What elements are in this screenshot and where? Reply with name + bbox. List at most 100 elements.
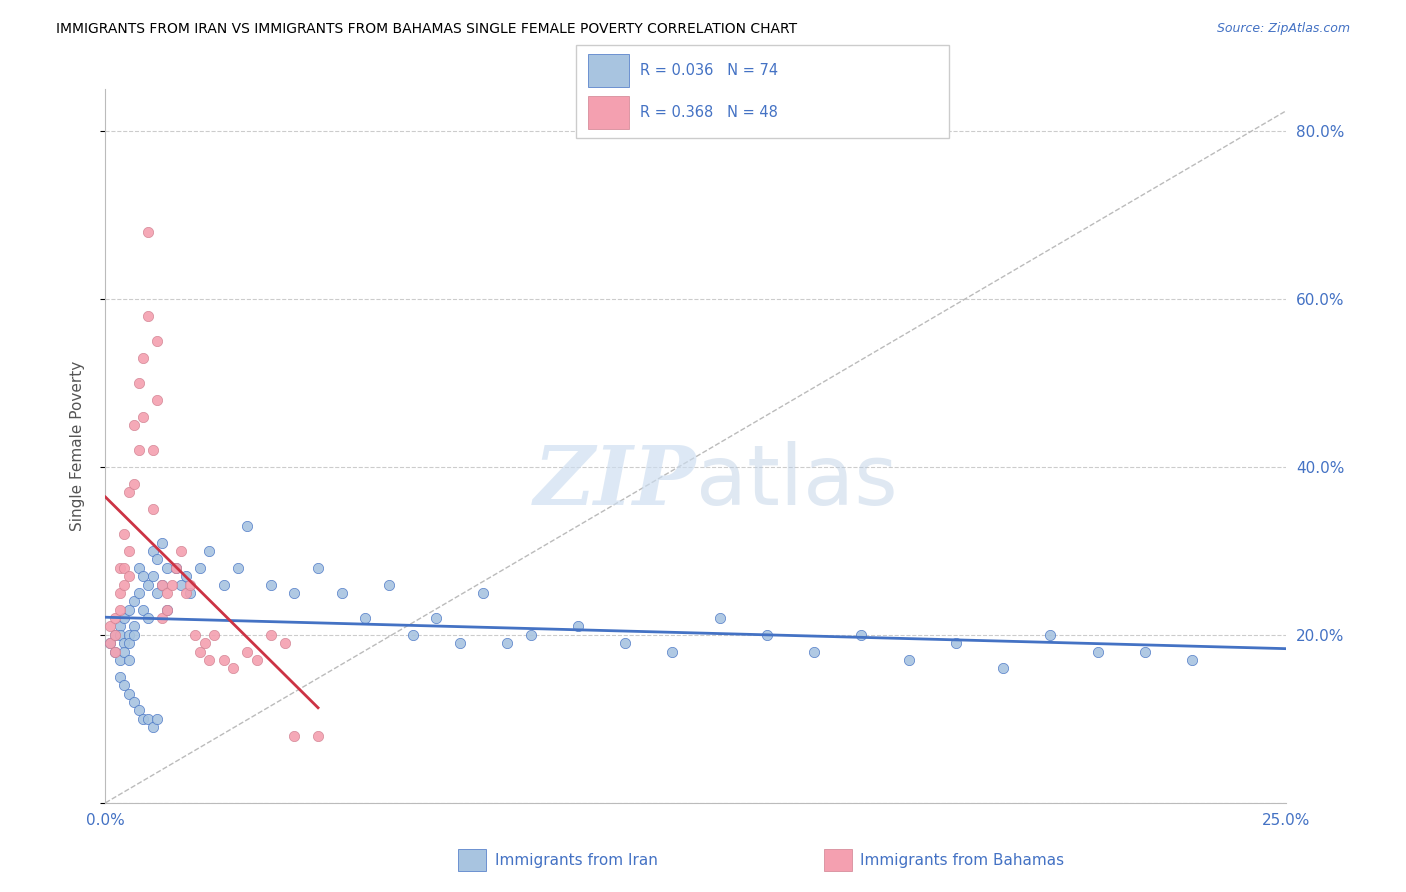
Point (991, 661, 1014, 675)
Point (122, 619, 145, 633)
Point (156, 603, 179, 617)
Point (755, 628, 778, 642)
Point (1039, 628, 1062, 642)
Point (142, 443, 165, 458)
Point (132, 603, 155, 617)
Point (118, 636, 141, 650)
Text: R = 0.036   N = 74: R = 0.036 N = 74 (640, 62, 778, 78)
Point (112, 678, 135, 692)
Point (212, 577, 235, 591)
Point (246, 653, 269, 667)
Point (122, 476, 145, 491)
Point (897, 653, 920, 667)
Point (122, 628, 145, 642)
Text: ZIP: ZIP (533, 442, 696, 522)
Point (112, 527, 135, 541)
Point (98, 636, 121, 650)
Point (118, 485, 141, 500)
Point (188, 560, 211, 574)
Point (1181, 653, 1204, 667)
Point (104, 645, 127, 659)
Point (142, 502, 165, 516)
Point (112, 560, 135, 574)
Point (179, 586, 201, 600)
Point (136, 712, 159, 726)
Point (212, 653, 235, 667)
Point (142, 569, 165, 583)
Point (170, 544, 193, 558)
Point (222, 661, 245, 675)
Point (150, 577, 173, 591)
Point (150, 577, 173, 591)
FancyBboxPatch shape (824, 848, 852, 871)
Point (136, 577, 159, 591)
Point (202, 628, 225, 642)
Y-axis label: Single Female Poverty: Single Female Poverty (70, 361, 84, 531)
Point (112, 611, 135, 625)
Point (472, 586, 495, 600)
Point (156, 603, 179, 617)
FancyBboxPatch shape (588, 54, 628, 87)
Point (614, 636, 637, 650)
Point (851, 628, 873, 642)
Point (179, 577, 201, 591)
Point (128, 443, 150, 458)
Point (108, 560, 131, 574)
Point (188, 645, 211, 659)
Point (236, 645, 259, 659)
Point (945, 636, 967, 650)
Point (146, 392, 169, 407)
Point (128, 703, 150, 717)
Point (122, 417, 145, 432)
Point (150, 535, 173, 549)
Point (354, 611, 377, 625)
Point (104, 645, 127, 659)
Point (104, 628, 127, 642)
Point (122, 695, 145, 709)
Point (142, 720, 165, 734)
Point (307, 560, 329, 574)
Text: Immigrants from Iran: Immigrants from Iran (495, 854, 658, 868)
Point (146, 586, 169, 600)
Point (104, 611, 127, 625)
Point (118, 628, 141, 642)
Point (98, 619, 121, 633)
Point (661, 645, 683, 659)
Point (128, 586, 150, 600)
Point (165, 560, 187, 574)
Point (260, 628, 283, 642)
Point (283, 729, 305, 743)
Point (108, 619, 131, 633)
Text: IMMIGRANTS FROM IRAN VS IMMIGRANTS FROM BAHAMAS SINGLE FEMALE POVERTY CORRELATIO: IMMIGRANTS FROM IRAN VS IMMIGRANTS FROM … (56, 22, 797, 37)
Point (108, 670, 131, 684)
Point (108, 628, 131, 642)
Point (449, 636, 471, 650)
Point (236, 518, 259, 533)
Point (146, 334, 169, 348)
Point (128, 560, 150, 574)
Text: R = 0.368   N = 48: R = 0.368 N = 48 (640, 105, 778, 120)
Point (122, 594, 145, 608)
Point (118, 687, 141, 701)
Point (226, 560, 249, 574)
Point (160, 577, 183, 591)
Point (283, 586, 305, 600)
Point (184, 628, 207, 642)
FancyBboxPatch shape (588, 96, 628, 129)
Point (274, 636, 297, 650)
Point (108, 603, 131, 617)
Point (112, 636, 135, 650)
Point (1133, 645, 1156, 659)
Point (98, 636, 121, 650)
Point (330, 586, 353, 600)
Point (108, 586, 131, 600)
Point (146, 552, 169, 566)
Text: Source: ZipAtlas.com: Source: ZipAtlas.com (1216, 22, 1350, 36)
Point (567, 619, 589, 633)
Point (112, 577, 135, 591)
Point (128, 376, 150, 390)
FancyBboxPatch shape (576, 45, 949, 138)
Point (174, 569, 197, 583)
Point (132, 712, 155, 726)
Point (425, 611, 447, 625)
